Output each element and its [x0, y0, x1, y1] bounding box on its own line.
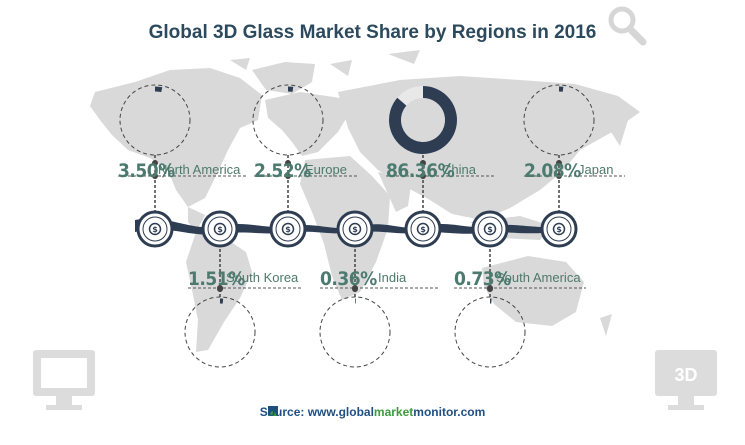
percent-label: 0.73% [454, 268, 511, 290]
share-dial [252, 84, 324, 156]
dollar-coin-icon: $ [348, 222, 362, 236]
leader-dot [420, 173, 426, 179]
dollar-coin-icon: $ [148, 222, 162, 236]
svg-text:$: $ [420, 225, 426, 234]
leader-dot [556, 173, 562, 179]
share-dial [319, 296, 391, 368]
world-map [90, 50, 640, 352]
dollar-coin-icon: $ [281, 222, 295, 236]
timeline-nodes: $ $ $ $ $ $ $ [136, 210, 578, 248]
share-dial [454, 296, 526, 368]
leader-dot [352, 285, 358, 291]
share-dial [389, 86, 457, 154]
share-arc [154, 86, 163, 93]
timeline-node: $ [201, 210, 239, 248]
timeline-node: $ [336, 210, 374, 248]
percent-label: 3.50% [118, 160, 175, 182]
leader-dot [285, 173, 291, 179]
timeline-node: $ [136, 210, 174, 248]
source-line: Source: www.globalmarketmonitor.com [0, 405, 745, 419]
timeline-node: $ [471, 210, 509, 248]
svg-text:$: $ [556, 225, 562, 234]
leader-dot [556, 160, 562, 166]
region-label: South Korea [226, 270, 299, 285]
region-label: China [442, 162, 476, 177]
leader-dot [152, 173, 158, 179]
percent-label: 0.36% [320, 268, 377, 290]
3d-badge-label: 3D [674, 365, 697, 385]
3d-monitor-icon: 3D [655, 350, 717, 410]
leader-dot [285, 160, 291, 166]
share-dial [184, 296, 256, 368]
monitor-icon [33, 350, 95, 410]
dollar-coin-icon: $ [416, 222, 430, 236]
share-dial [119, 84, 191, 156]
page-title: Global 3D Glass Market Share by Regions … [148, 22, 597, 43]
source-highlight: market [373, 405, 414, 419]
timeline-node: $ [540, 210, 578, 248]
percent-label: 2.52% [254, 160, 311, 182]
percent-label: 86.36% [386, 160, 455, 182]
percent-label: 2.08% [524, 160, 581, 182]
region-label: North America [158, 162, 241, 177]
region-label: Europe [305, 162, 347, 177]
timeline-node: $ [269, 210, 307, 248]
source-prefix: Source: www.global [259, 405, 374, 419]
leader-dot [487, 285, 493, 291]
timeline-node: $ [404, 210, 442, 248]
svg-text:$: $ [285, 225, 291, 234]
svg-text:$: $ [487, 225, 493, 234]
region-label: India [378, 270, 407, 285]
leader-dot [152, 160, 158, 166]
dollar-coin-icon: $ [483, 222, 497, 236]
share-dials [119, 84, 595, 368]
region-label: Japan [578, 162, 614, 177]
svg-text:$: $ [217, 225, 223, 234]
leader-dot [420, 160, 426, 166]
leader-lines [118, 155, 625, 297]
region-label: South America [496, 270, 581, 285]
dollar-coin-icon: $ [552, 222, 566, 236]
globe-logo-icon [268, 406, 278, 416]
share-dial [523, 84, 595, 156]
svg-text:$: $ [152, 225, 158, 234]
percent-label: 1.51% [188, 268, 245, 290]
share-arc [389, 86, 457, 154]
source-suffix: monitor.com [413, 405, 486, 419]
svg-text:$: $ [352, 225, 358, 234]
dollar-coin-icon: $ [213, 222, 227, 236]
leader-dot [217, 285, 223, 291]
magnifier-icon [608, 6, 647, 46]
